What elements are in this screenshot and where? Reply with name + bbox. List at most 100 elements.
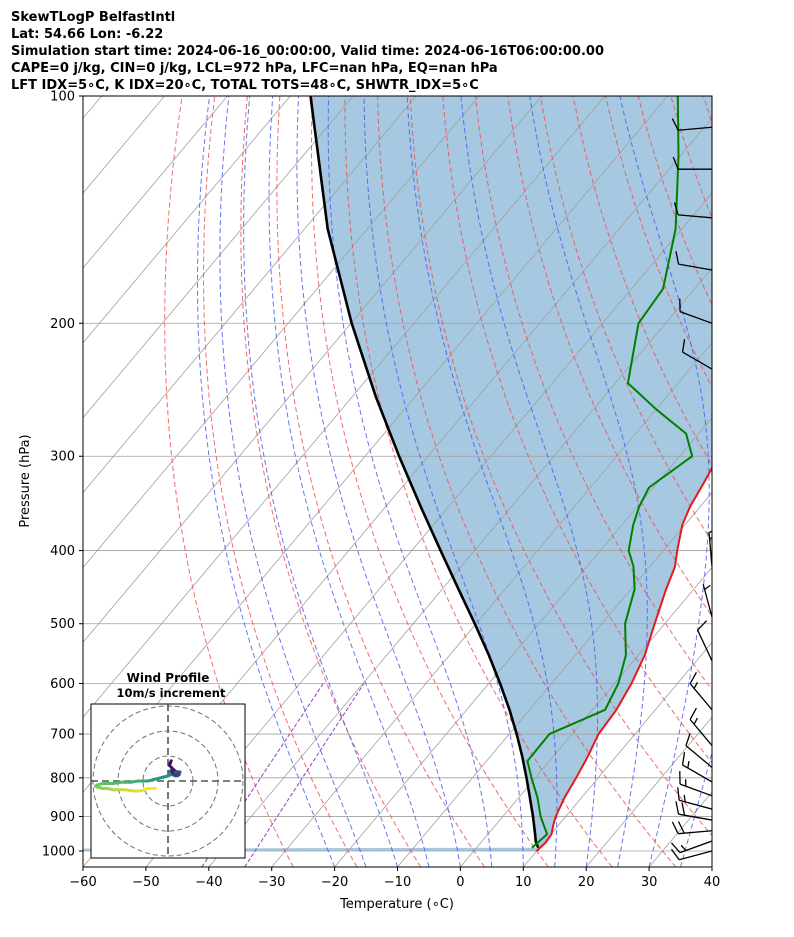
dry-adiabat-line xyxy=(409,96,712,837)
x-tick-label: 10 xyxy=(515,875,532,890)
wind-barb xyxy=(677,787,712,810)
x-axis-label: Temperature (∘C) xyxy=(339,897,454,912)
y-tick-label: 100 xyxy=(50,90,75,105)
wind-barb xyxy=(670,840,712,854)
wind-barb xyxy=(675,251,712,271)
header-indices-2: LFT IDX=5∘C, K IDX=20∘C, TOTAL TOTS=48∘C… xyxy=(11,78,479,93)
hodograph-trace-segment xyxy=(168,759,173,765)
moist-adiabat-line xyxy=(406,96,558,867)
wind-barb xyxy=(689,707,712,746)
dry-adiabat-line xyxy=(702,96,712,125)
y-tick-label: 1000 xyxy=(42,845,75,860)
isotherm-line xyxy=(83,96,543,643)
hodograph-title: Wind Profile xyxy=(127,671,210,685)
dry-adiabat-line xyxy=(202,96,358,867)
dewpoint-profile-line xyxy=(526,96,694,849)
wind-barb xyxy=(679,771,712,797)
wind-barb xyxy=(711,504,712,507)
wind-barb xyxy=(671,821,712,835)
isotherm-line xyxy=(208,267,712,867)
wind-barbs xyxy=(670,118,712,861)
dry-adiabat-line xyxy=(377,96,677,867)
isotherm-line xyxy=(83,96,228,269)
wind-barb xyxy=(672,156,712,170)
dry-adiabat-line xyxy=(276,96,485,867)
wind-barb xyxy=(670,848,712,861)
moist-adiabat-line xyxy=(243,96,398,867)
wind-barb xyxy=(702,584,712,618)
hodograph-inset: Wind Profile 10m/s increment xyxy=(90,671,246,859)
isotherm-line xyxy=(775,96,794,867)
temperature-profile-line xyxy=(536,466,712,852)
x-tick-label: 40 xyxy=(704,875,721,890)
y-tick-label: 600 xyxy=(50,677,75,692)
x-tick-label: −50 xyxy=(132,875,159,890)
dry-adiabat-line xyxy=(736,96,794,867)
isotherm-line xyxy=(83,96,606,718)
isotherm-line xyxy=(585,716,712,867)
y-tick-label: 300 xyxy=(50,450,75,465)
isotherm-line xyxy=(397,491,712,867)
header-times: Simulation start time: 2024-06-16_00:00:… xyxy=(11,44,604,59)
y-tick-label: 800 xyxy=(50,771,75,786)
x-tick-label: −10 xyxy=(384,875,411,890)
axis-ticks: −60 −50 −40 −30 −20 −10 0 10 20 30 40 1000 900 800 700… xyxy=(42,90,720,891)
dry-adiabat-line xyxy=(769,96,794,867)
moist-adiabat-line xyxy=(219,96,367,867)
wind-barb xyxy=(671,118,712,131)
isotherm-line xyxy=(83,96,291,344)
isotherm-line xyxy=(271,342,712,867)
y-axis-label: Pressure (hPa) xyxy=(18,434,33,527)
dry-adiabat-line xyxy=(164,96,294,867)
header-location: Lat: 54.66 Lon: -6.22 xyxy=(11,27,164,42)
isotherm-line xyxy=(460,566,712,867)
moist-adiabat-line xyxy=(296,96,461,867)
dry-adiabat-line xyxy=(344,96,613,867)
isotherm-line xyxy=(711,866,712,867)
dry-adiabat-line xyxy=(474,96,712,691)
wind-barb xyxy=(673,202,712,219)
isotherm-line xyxy=(83,96,354,419)
wind-barb xyxy=(681,751,712,783)
y-tick-label: 200 xyxy=(50,317,75,332)
y-tick-label: 900 xyxy=(50,810,75,825)
x-tick-label: 30 xyxy=(641,875,658,890)
cin-shaded-area xyxy=(83,96,712,851)
isotherm-line xyxy=(522,641,712,867)
figure-header: SkewTLogP BelfastIntl Lat: 54.66 Lon: -6… xyxy=(11,9,781,94)
moist-adiabat-line xyxy=(711,865,712,867)
moist-adiabat-line xyxy=(268,96,430,867)
wind-barb xyxy=(697,620,712,662)
y-tick-label: 500 xyxy=(50,617,75,632)
x-tick-label: −20 xyxy=(321,875,348,890)
wind-barb xyxy=(681,339,712,370)
wind-barb xyxy=(679,298,712,324)
moist-adiabat-line xyxy=(327,96,493,867)
x-tick-label: −40 xyxy=(195,875,222,890)
cape-cin-shading xyxy=(83,96,712,851)
moist-adiabat-line xyxy=(197,96,336,867)
hodograph-subtitle: 10m/s increment xyxy=(117,686,226,700)
header-indices-1: CAPE=0 j/kg, CIN=0 j/kg, LCL=972 hPa, LF… xyxy=(11,61,498,76)
x-tick-label: −60 xyxy=(69,875,96,890)
parcel-profile-line xyxy=(309,96,540,849)
isotherm-line xyxy=(83,96,417,494)
isotherm-line xyxy=(145,192,712,867)
dry-adiabat-line xyxy=(540,96,712,543)
isotherm-line xyxy=(83,96,480,569)
isobar-gridlines xyxy=(83,96,712,852)
moist-adiabat-line xyxy=(529,96,648,867)
x-tick-label: −30 xyxy=(258,875,285,890)
x-tick-label: 0 xyxy=(456,875,464,890)
sounding-profiles xyxy=(309,96,712,852)
y-tick-label: 400 xyxy=(50,544,75,559)
y-tick-label: 700 xyxy=(50,728,75,743)
wind-barb xyxy=(711,455,712,457)
header-title: SkewTLogP BelfastIntl xyxy=(11,10,176,25)
moist-adiabat-line xyxy=(619,96,710,867)
wind-barb xyxy=(685,733,712,768)
wind-barb xyxy=(689,671,712,711)
dry-adiabat-line xyxy=(310,96,549,867)
dry-adiabats xyxy=(164,96,794,867)
